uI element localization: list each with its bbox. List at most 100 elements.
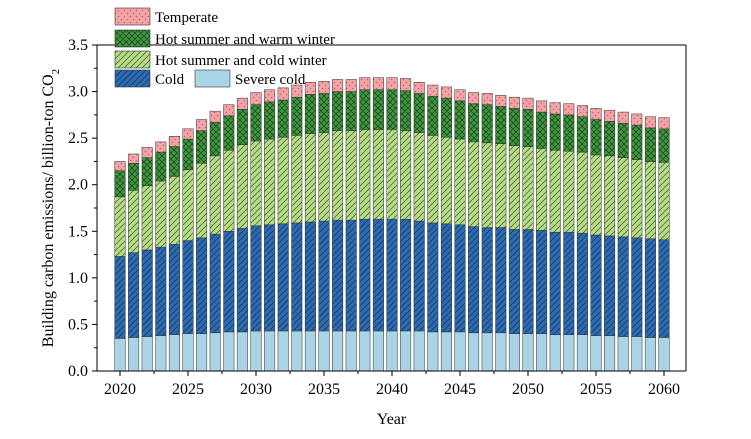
bar-segment-hot-summer-and-warm-winter (304, 94, 316, 134)
bar-segment-hot-summer-and-cold-winter (413, 132, 425, 222)
x-tick-label: 2030 (240, 381, 272, 398)
bar-stack (440, 86, 452, 372)
bar-segment-hot-summer-and-warm-winter (400, 90, 412, 131)
bar-stack (332, 79, 344, 372)
bar-segment-hot-summer-and-warm-winter (658, 128, 670, 163)
bar-segment-severe-cold (345, 330, 357, 372)
bar-segment-hot-summer-and-warm-winter (631, 124, 643, 160)
bar-stack (495, 95, 507, 372)
y-tick-label: 3.5 (68, 37, 88, 54)
bar-segment-hot-summer-and-warm-winter (644, 127, 656, 162)
bar-segment-cold (264, 224, 276, 332)
bar-segment-severe-cold (359, 330, 371, 372)
x-tick-label: 2050 (512, 381, 544, 398)
bar-stack (400, 78, 412, 372)
legend-label: Cold (155, 72, 185, 88)
bar-segment-temperate (508, 96, 520, 109)
bar-stack (481, 93, 493, 372)
bar-stack (182, 128, 194, 372)
legend: Temperate Hot summer and warm winter Hot s… (114, 7, 335, 88)
bar-segment-hot-summer-and-cold-winter (345, 130, 357, 221)
legend-label: Temperate (155, 10, 218, 26)
bar-segment-cold (454, 224, 466, 333)
bar-segment-hot-summer-and-cold-winter (617, 157, 629, 238)
bar-segment-temperate (318, 81, 330, 94)
bar-segment-hot-summer-and-warm-winter (114, 170, 126, 198)
y-axis-title-main: Building carbon emissions/ billion-ton C… (40, 74, 57, 347)
bar-segment-hot-summer-and-cold-winter (155, 180, 167, 248)
bar-segment-temperate (168, 136, 180, 147)
legend-swatch (114, 7, 151, 26)
bar-stack (468, 92, 480, 372)
bar-segment-severe-cold (304, 330, 316, 372)
bar-segment-hot-summer-and-cold-winter (128, 190, 140, 253)
bar-segment-cold (128, 252, 140, 338)
bar-segment-severe-cold (495, 332, 507, 372)
bar-segment-hot-summer-and-warm-winter (168, 146, 180, 177)
bar-segment-cold (114, 256, 126, 339)
bar-segment-hot-summer-and-warm-winter (440, 97, 452, 138)
bar-segment-temperate (209, 110, 221, 123)
x-axis-title: Year (377, 411, 407, 428)
bar-segment-severe-cold (604, 335, 616, 372)
bar-segment-severe-cold (481, 332, 493, 372)
bar-segment-hot-summer-and-warm-winter (481, 104, 493, 144)
bar-segment-severe-cold (386, 330, 398, 372)
bar-segment-temperate (658, 117, 670, 130)
bar-segment-hot-summer-and-cold-winter (495, 143, 507, 228)
bar-segment-temperate (332, 79, 344, 92)
bar-segment-temperate (563, 103, 575, 116)
x-tick-label: 2020 (104, 381, 136, 398)
bar-segment-cold (413, 220, 425, 332)
bar-segment-severe-cold (250, 330, 262, 372)
bar-segment-cold (495, 227, 507, 334)
bar-stack (141, 147, 153, 372)
bar-segment-hot-summer-and-warm-winter (549, 113, 561, 151)
bar-segment-temperate (277, 87, 289, 101)
bar-segment-temperate (604, 109, 616, 122)
bar-segment-cold (427, 222, 439, 333)
bar-stack (277, 87, 289, 372)
bar-segment-hot-summer-and-warm-winter (468, 103, 480, 143)
bar-segment-cold (631, 237, 643, 337)
bar-segment-cold (468, 226, 480, 334)
bar-stack (236, 97, 248, 372)
bar-segment-hot-summer-and-cold-winter (508, 145, 520, 230)
bar-stack (155, 141, 167, 372)
bar-segment-cold (155, 246, 167, 336)
bar-stack (372, 77, 384, 372)
bar-stack (250, 92, 262, 372)
bar-stack (264, 89, 276, 372)
bar-segment-hot-summer-and-cold-winter (196, 163, 208, 239)
bar-stack (631, 113, 643, 372)
bar-segment-hot-summer-and-warm-winter (495, 106, 507, 144)
bar-stack (644, 116, 656, 372)
legend-swatch (194, 69, 231, 88)
legend-label: Hot summer and cold winter (155, 53, 327, 69)
bar-stack (508, 96, 520, 372)
bar-segment-hot-summer-and-cold-winter (481, 142, 493, 228)
bar-stack (304, 82, 316, 372)
bar-segment-severe-cold (617, 336, 629, 372)
bar-segment-hot-summer-and-warm-winter (617, 122, 629, 158)
bar-segment-hot-summer-and-cold-winter (168, 176, 180, 245)
legend-label: Severe cold (235, 72, 306, 88)
legend-swatch (114, 69, 151, 88)
legend-item-temperate: Temperate (114, 7, 218, 26)
bar-segment-hot-summer-and-warm-winter (508, 108, 520, 146)
bar-segment-hot-summer-and-cold-winter (372, 129, 384, 220)
legend-label: Hot summer and warm winter (155, 32, 335, 48)
bar-segment-hot-summer-and-warm-winter (332, 91, 344, 131)
bar-segment-hot-summer-and-cold-winter (427, 135, 439, 224)
bar-stack (114, 161, 126, 372)
bar-segment-hot-summer-and-warm-winter (563, 114, 575, 152)
bar-stack (549, 102, 561, 372)
bar-segment-temperate (549, 102, 561, 115)
bar-segment-hot-summer-and-cold-winter (631, 159, 643, 239)
legend-item-cold: Cold (114, 69, 185, 88)
bar-segment-cold (182, 240, 194, 334)
bar-segment-temperate (481, 93, 493, 105)
bar-segment-severe-cold (454, 331, 466, 372)
bar-segment-hot-summer-and-warm-winter (590, 119, 602, 156)
bar-segment-temperate (114, 161, 126, 171)
